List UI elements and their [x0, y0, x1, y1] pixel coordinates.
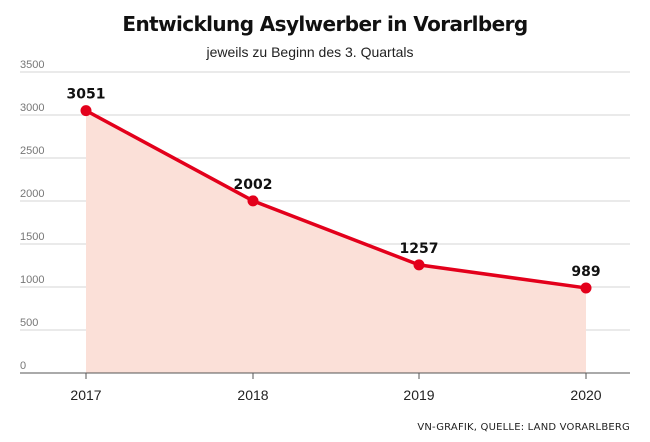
series-line — [84, 108, 588, 290]
data-point-2018 — [247, 195, 259, 207]
y-tick-label-0: 0 — [20, 360, 26, 372]
data-label-2018: 2002 — [234, 177, 273, 193]
y-tick-label-500: 500 — [20, 317, 38, 329]
y-tick-label-2000: 2000 — [20, 188, 44, 200]
x-tick-label-2020: 2020 — [570, 387, 601, 403]
y-tick-label-1500: 1500 — [20, 231, 44, 243]
y-tick-label-2500: 2500 — [20, 145, 44, 157]
data-label-2017: 3051 — [67, 87, 106, 103]
data-labels: 3051 2002 1257 989 — [67, 87, 601, 280]
y-axis-ticks: 0 500 1000 1500 2000 2500 3000 3500 — [20, 59, 44, 372]
data-label-2019: 1257 — [400, 241, 439, 257]
y-tick-label-3000: 3000 — [20, 102, 44, 114]
area-layer — [86, 110, 586, 373]
y-tick-label-3500: 3500 — [20, 59, 44, 71]
data-points — [80, 105, 592, 294]
x-axis: 2017 2018 2019 2020 — [20, 372, 630, 403]
source-note: VN-GRAFIK, QUELLE: LAND VORARLBERG — [417, 422, 630, 433]
data-point-2017 — [80, 105, 92, 117]
data-point-2019 — [413, 259, 425, 271]
chart-subtitle: jeweils zu Beginn des 3. Quartals — [206, 44, 414, 60]
data-point-2020 — [580, 282, 592, 294]
x-tick-label-2018: 2018 — [237, 387, 268, 403]
y-tick-label-1000: 1000 — [20, 274, 44, 286]
series-area — [86, 110, 586, 373]
data-label-2020: 989 — [571, 264, 600, 280]
x-tick-label-2019: 2019 — [403, 387, 434, 403]
x-tick-label-2017: 2017 — [70, 387, 101, 403]
chart-title: Entwicklung Asylwerber in Vorarlberg — [122, 12, 528, 36]
line-layer — [84, 108, 588, 290]
